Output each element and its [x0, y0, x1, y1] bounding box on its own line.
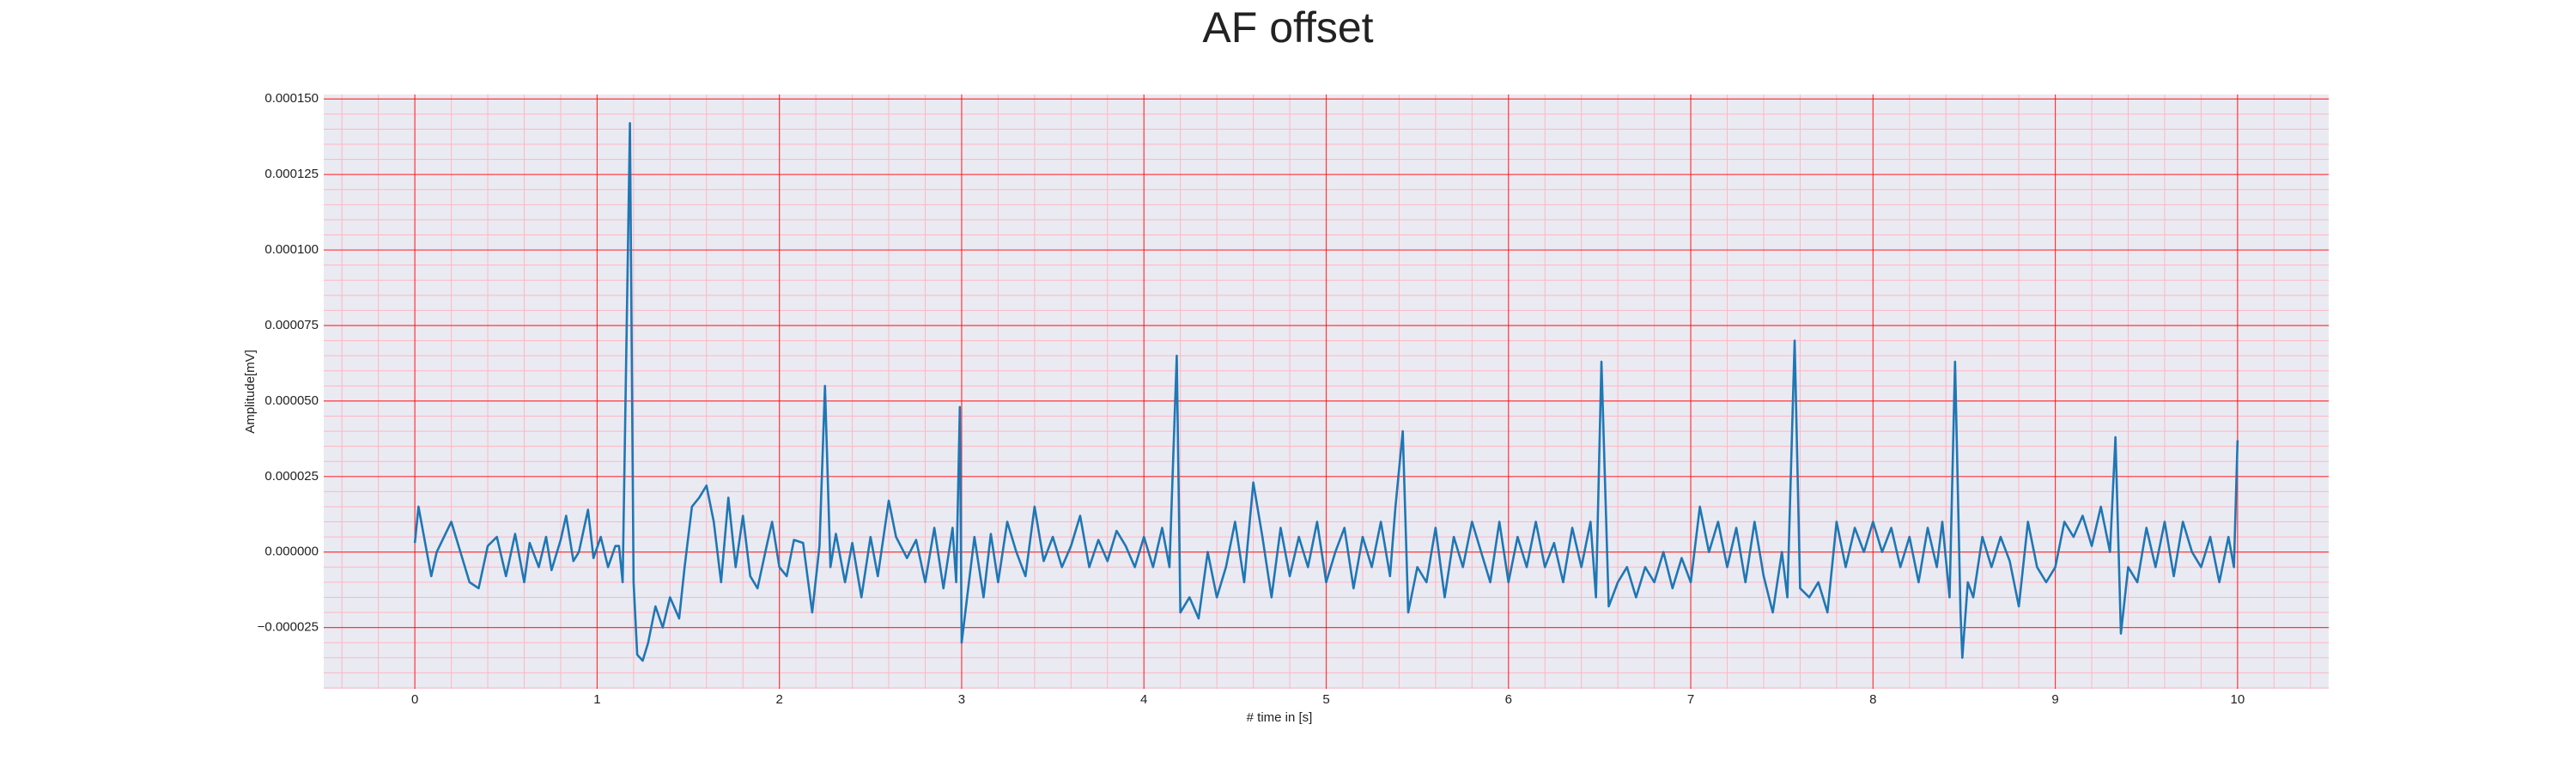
- x-axis-label: # time in [s]: [1247, 710, 1313, 725]
- y-tick-label: 0.000100: [264, 242, 319, 257]
- y-tick-label: 0.000125: [264, 167, 319, 181]
- x-tick-label: 9: [2051, 692, 2058, 707]
- y-tick-label: 0.000025: [264, 469, 319, 484]
- y-tick-label: 0.000000: [264, 545, 319, 559]
- x-tick-label: 8: [1869, 692, 1876, 707]
- y-axis-label: Amplitude[mV]: [243, 350, 258, 434]
- x-tick-label: 4: [1140, 692, 1147, 707]
- y-tick-label: −0.000025: [258, 620, 319, 635]
- x-tick-label: 3: [958, 692, 965, 707]
- x-tick-label: 7: [1687, 692, 1694, 707]
- y-tick-label: 0.000150: [264, 91, 319, 106]
- y-tick-label: 0.000075: [264, 318, 319, 332]
- chart-title: AF offset: [1202, 3, 1373, 52]
- x-tick-label: 10: [2231, 692, 2245, 707]
- y-tick-label: 0.000050: [264, 393, 319, 408]
- x-tick-label: 2: [776, 692, 783, 707]
- x-tick-label: 6: [1505, 692, 1512, 707]
- signal-line: [413, 122, 2239, 662]
- x-tick-label: 0: [411, 692, 418, 707]
- x-tick-label: 1: [593, 692, 600, 707]
- x-tick-label: 5: [1322, 692, 1329, 707]
